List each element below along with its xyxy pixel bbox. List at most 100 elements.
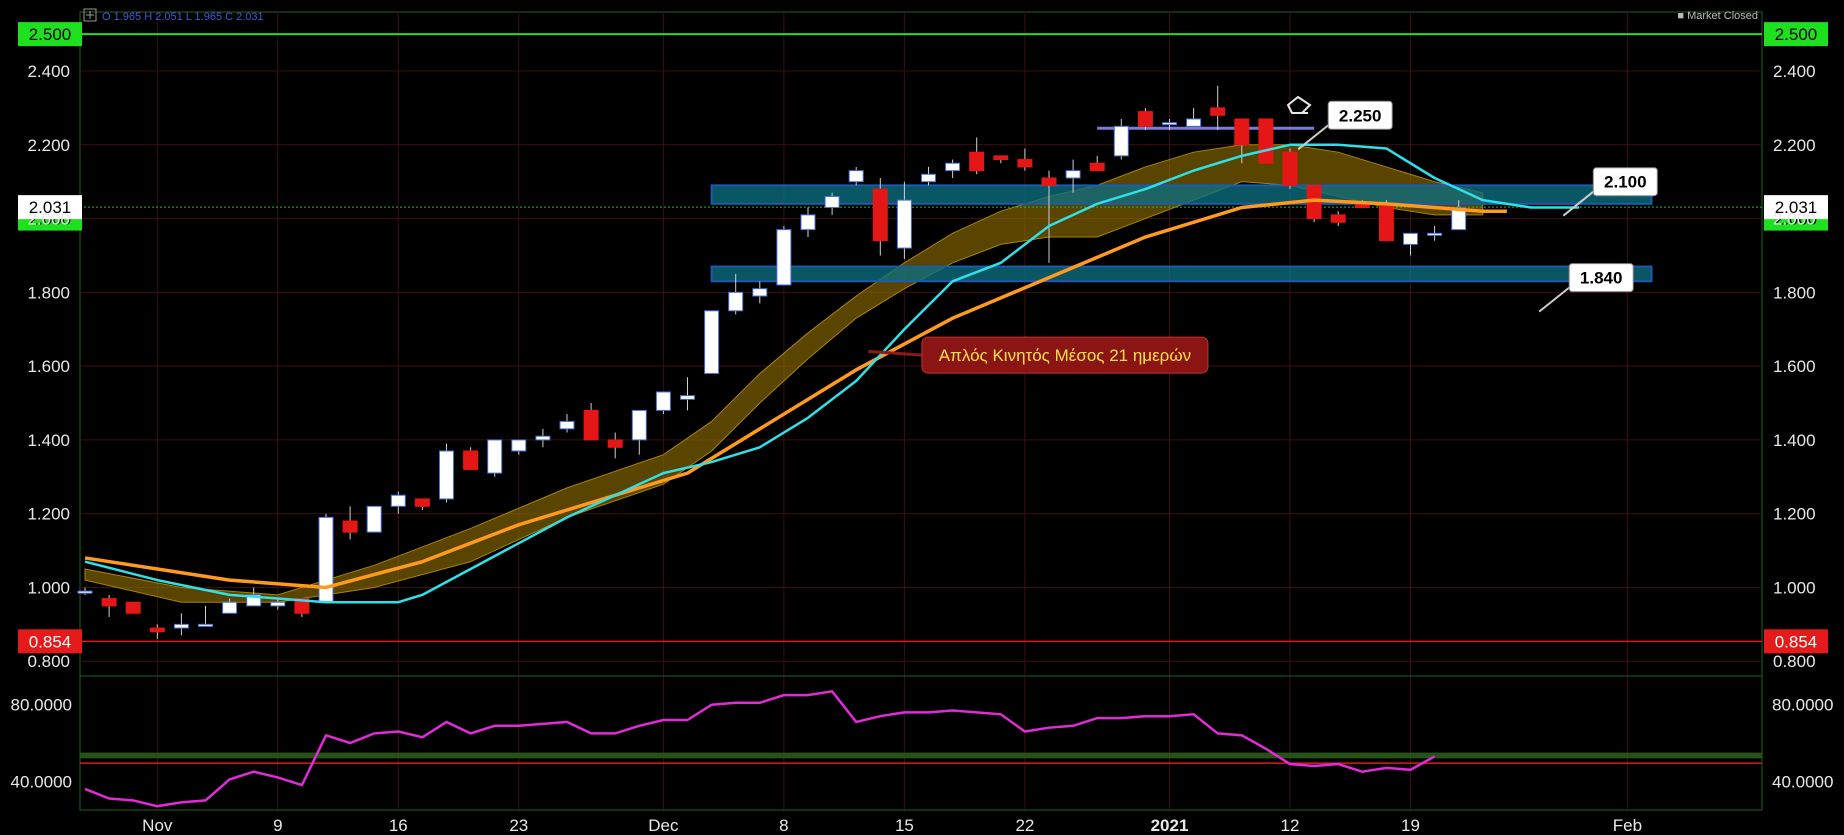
eraser-icon-shape (1286, 95, 1312, 114)
annotation-leader (868, 349, 923, 357)
candle-body (680, 395, 695, 400)
candle-body (1427, 232, 1443, 236)
candle-body (969, 151, 985, 172)
x-tick: 9 (273, 816, 282, 835)
y-tick-left: 0.800 (27, 652, 70, 671)
sma21-line (84, 198, 1507, 590)
support-resistance-zones (710, 184, 1653, 283)
candle-body (1451, 207, 1467, 231)
x-tick: 16 (389, 816, 408, 835)
candle-body (1258, 118, 1274, 164)
candle-body (800, 214, 816, 231)
candle-body (848, 170, 864, 183)
candle-body (294, 598, 310, 614)
x-tick: 15 (895, 816, 914, 835)
y-tick-left: 1.200 (27, 505, 70, 524)
candle-body (246, 594, 262, 607)
callout-label: 1.840 (1580, 269, 1623, 288)
y-tick-left: 2.400 (27, 62, 70, 81)
candle-body (1065, 170, 1081, 179)
candle-body (631, 409, 647, 441)
plus-icon (86, 11, 94, 19)
green-level-badge-right-text: 2.500 (1775, 25, 1818, 44)
candle-body (872, 188, 888, 242)
callout-label: 2.250 (1339, 106, 1382, 125)
candle-body (1282, 151, 1298, 186)
expand-icon[interactable] (83, 8, 97, 22)
candle-body (125, 601, 141, 614)
annotation-text: Απλός Κινητός Μέσος 21 ημερών (939, 346, 1191, 365)
green-level-badge-left (18, 22, 82, 47)
ohlc-readout: O 1.965 H 2.051 L 1.965 C 2.031 (102, 11, 264, 23)
candle-body (149, 627, 165, 633)
current-price-badge-left (18, 195, 82, 220)
candle-body (1137, 111, 1153, 127)
oscillator-panel: 80.0000 80.0000 40.0000 40.0000 (11, 675, 1833, 811)
x-tick: 8 (779, 816, 788, 835)
candle-body (921, 173, 936, 183)
callout-label: 2.100 (1604, 173, 1647, 192)
ma-ribbon (84, 144, 1484, 603)
zone-rect (710, 265, 1653, 283)
header: O 1.965 H 2.051 L 1.965 C 2.031 ■ Market… (83, 8, 1758, 23)
candle-body (439, 450, 454, 500)
osc-tick-left: 80.0000 (11, 696, 72, 715)
candle-body (1403, 232, 1418, 245)
red-level-badge-right-text: 0.854 (1775, 632, 1818, 651)
candle-body (655, 391, 671, 411)
green-level-badge-left-text: 2.500 (29, 25, 72, 44)
candle-body (463, 450, 479, 470)
y-tick-right: 0.800 (1773, 652, 1816, 671)
green-level-badge-right (1764, 22, 1828, 47)
candle-body (776, 229, 792, 286)
candle-body (222, 601, 238, 614)
horizontal-levels: 2.500 2.500 2.000 2.000 0.854 0.854 2.031 2.031 (18, 22, 1828, 654)
x-tick: 12 (1281, 816, 1300, 835)
osc-tick-left: 40.0000 (11, 772, 72, 791)
ma-fast-line (84, 143, 1580, 604)
zone-rect (710, 184, 1653, 205)
candle-body (1017, 159, 1033, 168)
candle-body (824, 195, 840, 209)
candle-body (198, 623, 213, 627)
x-tick: Dec (648, 816, 679, 835)
candle-body (270, 601, 286, 607)
candle-body (1330, 214, 1346, 223)
x-tick: Feb (1613, 816, 1642, 835)
candle-body (728, 291, 744, 312)
callout-leader (1297, 124, 1329, 151)
candle-body (1186, 118, 1202, 127)
osc-tick-right: 40.0000 (1772, 772, 1833, 791)
y-tick-right: 2.400 (1773, 62, 1816, 81)
x-tick: 19 (1401, 816, 1420, 835)
annotation-box (921, 336, 1209, 374)
callout-box (1592, 167, 1658, 197)
callout-leader (1562, 190, 1594, 217)
y-tick-right: 1.800 (1773, 283, 1816, 302)
callout-box (1327, 100, 1393, 130)
candle-body (896, 199, 912, 249)
moving-averages (84, 143, 1580, 604)
candle-body (1234, 118, 1250, 146)
candle-body (607, 439, 623, 448)
annotations: 2.250 2.100 1.840 Απλός Κινητός Μέσος 21 ημ… (868, 95, 1658, 374)
candle-body (1162, 122, 1177, 126)
candlesticks (77, 85, 1467, 640)
candle-body (511, 439, 527, 452)
y-tick-right: 1.400 (1773, 431, 1816, 450)
candle-body (1210, 107, 1226, 116)
gridlines (79, 11, 1763, 810)
osc-tick-right: 80.0000 (1772, 696, 1833, 715)
candle-body (1041, 177, 1057, 186)
red-level-badge-left-text: 0.854 (29, 632, 72, 651)
candle-body (173, 623, 189, 629)
candle-body (945, 162, 961, 172)
y-tick-left: 1.800 (27, 283, 70, 302)
candle-body (535, 435, 551, 441)
candle-body (583, 409, 599, 441)
y-tick-left: 1.600 (27, 357, 70, 376)
candle-body (752, 288, 768, 297)
osc-band (80, 752, 1762, 759)
